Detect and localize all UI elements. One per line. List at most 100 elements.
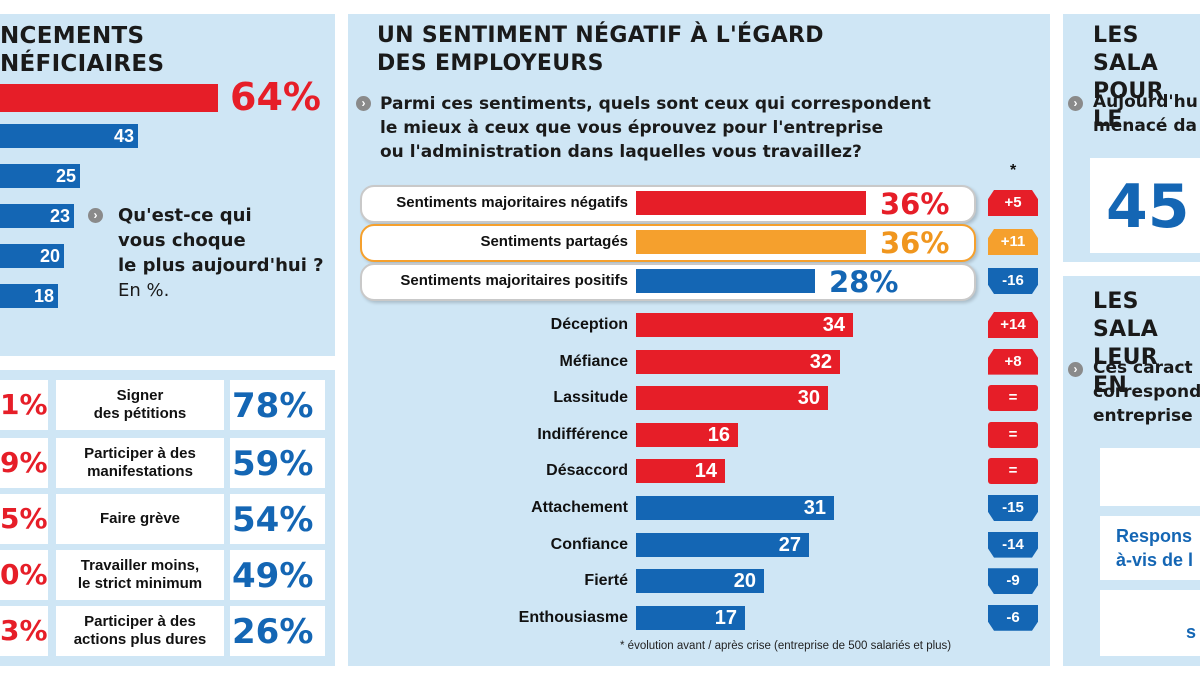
left-bar xyxy=(0,284,58,308)
summary-label: Sentiments majoritaires positifs xyxy=(400,272,628,289)
summary-label: Sentiments majoritaires négatifs xyxy=(396,194,628,211)
left-bar-value: 43 xyxy=(113,126,134,146)
left-question-line-4: En %. xyxy=(118,280,170,301)
summary-bar xyxy=(636,191,866,215)
category-label: Lassitude xyxy=(553,389,628,407)
action-value: 59% xyxy=(232,444,314,484)
category-bar xyxy=(636,386,828,411)
center-question: Parmi ces sentiments, quels sont ceux qu… xyxy=(380,92,1040,164)
left-question-line-1: Qu'est-ce qui xyxy=(118,205,252,226)
right-title-1-line-2: POUR LE xyxy=(1093,79,1164,132)
left-top-bar xyxy=(0,84,218,112)
action-label-line: Participer à des xyxy=(84,613,196,630)
category-label: Désaccord xyxy=(546,462,628,480)
action-label-line: actions plus dures xyxy=(73,631,207,648)
right-question-1-line-1: Aujourd'hu xyxy=(1093,92,1198,112)
left-bar-value: 23 xyxy=(49,206,70,226)
action-label: Signer des pétitions xyxy=(56,380,224,430)
right-box-1 xyxy=(1100,448,1200,506)
action-left-cell xyxy=(0,606,48,656)
right-big-value: 45 xyxy=(1106,172,1190,242)
category-label: Fierté xyxy=(584,572,628,590)
action-label-line: le strict minimum xyxy=(77,575,203,592)
left-bar-value: 25 xyxy=(55,166,76,186)
left-title-line-1: NCEMENTS xyxy=(0,23,145,49)
right-question-2: Ces caract correspond entreprise xyxy=(1093,356,1200,428)
action-left-value: 5% xyxy=(0,502,48,535)
action-left-cell xyxy=(0,550,48,600)
category-value: 20 xyxy=(733,570,756,593)
left-bar xyxy=(0,244,64,268)
action-value-cell xyxy=(230,494,325,544)
right-question-2-line-1: Ces caract xyxy=(1093,358,1193,378)
left-question: Qu'est-ce qui vous choque le plus aujour… xyxy=(118,203,324,303)
center-question-line-3: ou l'administration dans laquelles vous … xyxy=(380,142,862,162)
category-label: Méfiance xyxy=(559,352,628,370)
action-label: Participer à des actions plus dures xyxy=(56,606,224,656)
summary-value: 36% xyxy=(880,187,950,221)
right-value-box xyxy=(1090,158,1200,253)
action-left-value: 1% xyxy=(0,388,48,421)
action-value-cell xyxy=(230,438,325,488)
right-question-2-line-3: entreprise xyxy=(1093,406,1193,426)
left-question-line-3: le plus aujourd'hui ? xyxy=(118,255,324,276)
action-value-cell xyxy=(230,550,325,600)
evolution-badge: +5 xyxy=(988,190,1038,216)
left-bar xyxy=(0,204,74,228)
action-label-cell xyxy=(56,606,224,656)
action-label-cell xyxy=(56,494,224,544)
evolution-badge: +8 xyxy=(988,348,1038,375)
action-left-cell xyxy=(0,380,48,430)
evolution-star: * xyxy=(1010,162,1017,179)
category-bar xyxy=(636,496,834,520)
evolution-badge: +11 xyxy=(988,229,1038,255)
right-title-2-line-2: LEUR EN xyxy=(1093,345,1159,398)
category-label: Déception xyxy=(550,316,628,333)
category-value: 16 xyxy=(707,423,730,446)
action-label-line: Signer xyxy=(116,387,164,404)
right-box-2-line-1: Respons xyxy=(1116,526,1193,546)
evolution-badge: -15 xyxy=(988,495,1038,521)
right-title-1: LES SALA POUR LE xyxy=(1093,22,1200,134)
action-left-value: 3% xyxy=(0,614,48,647)
action-value: 78% xyxy=(232,386,314,426)
evolution-badge: +14 xyxy=(988,312,1038,338)
action-value-cell xyxy=(230,380,325,430)
right-box-2-text: Respons à-vis de l xyxy=(1116,524,1193,572)
category-value: 34 xyxy=(822,314,845,336)
question-arrow-icon: › xyxy=(356,96,371,111)
summary-value: 28% xyxy=(829,265,899,299)
right-box-3-text: s xyxy=(1186,622,1197,642)
left-panel-title: NCEMENTS NÉFICIAIRES xyxy=(0,22,330,78)
question-arrow-icon: › xyxy=(1068,362,1083,377)
category-bar xyxy=(636,349,840,374)
category-bar xyxy=(636,422,738,447)
action-label-line: Faire grève xyxy=(99,510,181,527)
action-left-cell xyxy=(0,494,48,544)
center-title-line-1: UN SENTIMENT NÉGATIF À L'ÉGARD xyxy=(377,23,824,48)
question-arrow-icon: › xyxy=(88,208,103,223)
action-value-cell xyxy=(230,606,325,656)
action-left-value: 0% xyxy=(0,558,48,591)
action-label: Participer à des manifestations xyxy=(56,438,224,488)
category-label: Indifférence xyxy=(537,425,628,443)
right-question-2-line-2: correspond xyxy=(1093,382,1200,402)
right-question-1-line-2: menacé da xyxy=(1093,116,1197,136)
summary-label: Sentiments partagés xyxy=(480,233,628,250)
evolution-badge: -6 xyxy=(988,604,1038,631)
left-top-value: 64% xyxy=(230,75,321,119)
question-arrow-icon: › xyxy=(1068,96,1083,111)
category-value: 30 xyxy=(797,387,820,410)
evolution-badge: = xyxy=(988,458,1038,485)
right-box-3 xyxy=(1100,590,1200,656)
action-label: Faire grève xyxy=(56,494,224,544)
left-bar xyxy=(0,164,80,188)
center-title-line-2: DES EMPLOYEURS xyxy=(377,51,604,76)
category-value: 17 xyxy=(714,606,737,629)
center-title: UN SENTIMENT NÉGATIF À L'ÉGARD DES EMPLO… xyxy=(377,22,1017,78)
center-question-line-2: le mieux à ceux que vous éprouvez pour l… xyxy=(380,118,884,138)
category-value: 27 xyxy=(778,533,801,556)
evolution-badge: = xyxy=(988,421,1038,448)
action-value: 49% xyxy=(232,556,314,596)
left-bar-value: 18 xyxy=(33,286,54,306)
